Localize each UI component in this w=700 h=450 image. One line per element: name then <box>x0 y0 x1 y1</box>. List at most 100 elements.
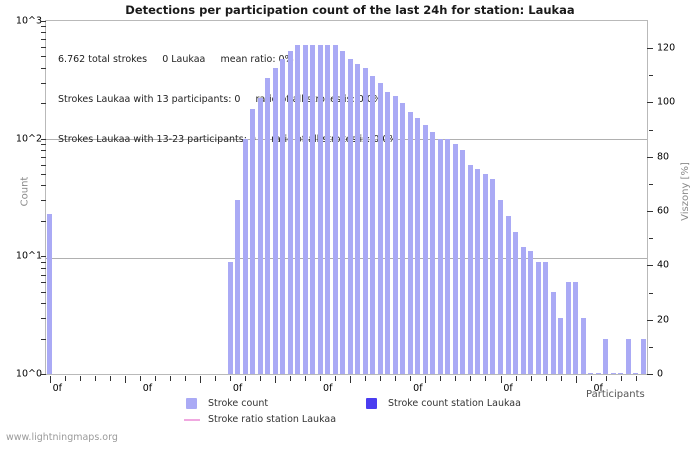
bar <box>633 373 639 374</box>
y-tick-label: 10^2 <box>15 133 42 145</box>
bar <box>227 261 233 374</box>
bar <box>467 164 473 374</box>
y-tick-mark <box>41 138 46 140</box>
bar <box>550 291 556 374</box>
y2-minor-tick <box>649 75 653 77</box>
y-minor-tick <box>41 156 46 158</box>
bar <box>400 103 406 374</box>
x-tick-mark <box>485 376 487 381</box>
x-tick-mark <box>455 376 457 381</box>
bar <box>460 150 466 374</box>
y2-minor-tick <box>649 183 653 185</box>
x-axis-label: Participants <box>586 389 645 400</box>
bar <box>513 232 519 374</box>
x-tick-mark <box>395 376 397 381</box>
y2-minor-tick <box>649 292 653 294</box>
bar <box>355 64 361 374</box>
bar <box>272 67 278 374</box>
bar <box>332 45 338 374</box>
x-tick-mark <box>290 376 292 381</box>
x-tick-mark <box>470 376 472 381</box>
x-tick-label: 0f <box>593 383 603 394</box>
y2-axis-label: Viszony [%] <box>680 162 692 221</box>
x-tick-label: 0f <box>503 383 513 394</box>
bar <box>407 111 413 374</box>
bar <box>310 45 316 374</box>
bar <box>610 373 616 374</box>
x-tick-mark <box>275 376 277 383</box>
x-tick-mark <box>515 376 517 381</box>
y-minor-tick <box>41 267 46 269</box>
bar <box>295 45 301 374</box>
bar <box>430 131 436 374</box>
legend-label-stroke-ratio-station: Stroke ratio station Laukaa <box>208 414 337 425</box>
bar <box>422 125 428 374</box>
x-tick-mark <box>64 376 66 381</box>
y-minor-tick <box>41 174 46 176</box>
bar <box>558 317 564 374</box>
bar <box>235 200 241 374</box>
y-minor-tick <box>41 303 46 305</box>
x-tick-mark <box>215 376 217 381</box>
bar <box>490 179 496 374</box>
x-tick-mark <box>365 376 367 381</box>
y2-minor-tick <box>649 238 653 240</box>
bar <box>475 169 481 374</box>
y-minor-tick <box>41 150 46 152</box>
bar <box>618 373 624 374</box>
x-tick-mark <box>620 376 622 381</box>
x-tick-mark <box>605 376 607 381</box>
bar <box>625 338 631 374</box>
x-tick-mark <box>154 376 156 381</box>
x-tick-mark <box>245 376 247 381</box>
x-tick-mark <box>500 376 502 383</box>
y-minor-tick <box>41 67 46 69</box>
y-tick-label: 10^3 <box>15 15 42 27</box>
y-axis-label: Count <box>19 176 31 207</box>
y2-minor-tick <box>649 346 653 348</box>
y2-tick-mark <box>647 102 653 104</box>
x-tick-mark <box>169 376 171 381</box>
y2-tick-label: 20 <box>657 314 670 326</box>
bar <box>640 338 646 374</box>
x-tick-mark <box>560 376 562 381</box>
y-minor-tick <box>41 47 46 49</box>
x-tick-mark <box>635 376 637 381</box>
y-minor-tick <box>41 282 46 284</box>
bar <box>362 67 368 374</box>
y2-tick-mark <box>647 211 653 213</box>
bar <box>287 50 293 374</box>
bar <box>482 174 488 374</box>
plot-area: 6.762 total strokes 0 Laukaa mean ratio:… <box>16 16 691 395</box>
x-tick-label: 0f <box>52 383 62 394</box>
bar <box>452 144 458 374</box>
x-tick-mark <box>305 376 307 381</box>
legend-label-stroke-count-station: Stroke count station Laukaa <box>388 398 521 409</box>
y-minor-tick <box>41 220 46 222</box>
annotation-line-1: 6.762 total strokes 0 Laukaa mean ratio:… <box>58 54 294 66</box>
y-tick-mark <box>41 21 46 22</box>
bar <box>437 138 443 374</box>
x-tick-mark <box>335 376 337 381</box>
bar <box>445 138 451 374</box>
y2-tick-mark <box>647 265 653 267</box>
y2-tick-label: 100 <box>657 96 676 108</box>
gridline-1e1 <box>46 257 647 259</box>
watermark: www.lightningmaps.org <box>6 432 118 443</box>
x-tick-mark <box>575 376 577 383</box>
bar <box>588 373 594 374</box>
x-tick-mark <box>590 376 592 381</box>
x-tick-mark <box>230 376 232 381</box>
bar <box>265 77 271 374</box>
y-minor-tick <box>41 32 46 34</box>
bar <box>302 45 308 374</box>
bar <box>498 200 503 374</box>
y2-tick-mark <box>647 156 653 158</box>
y-tick-mark <box>41 374 46 375</box>
bar <box>317 45 323 374</box>
x-tick-mark <box>184 376 186 381</box>
x-tick-label: 0f <box>142 383 153 394</box>
y2-tick-label: 40 <box>657 259 670 271</box>
y-minor-tick <box>41 82 46 84</box>
bar-series <box>46 21 647 374</box>
